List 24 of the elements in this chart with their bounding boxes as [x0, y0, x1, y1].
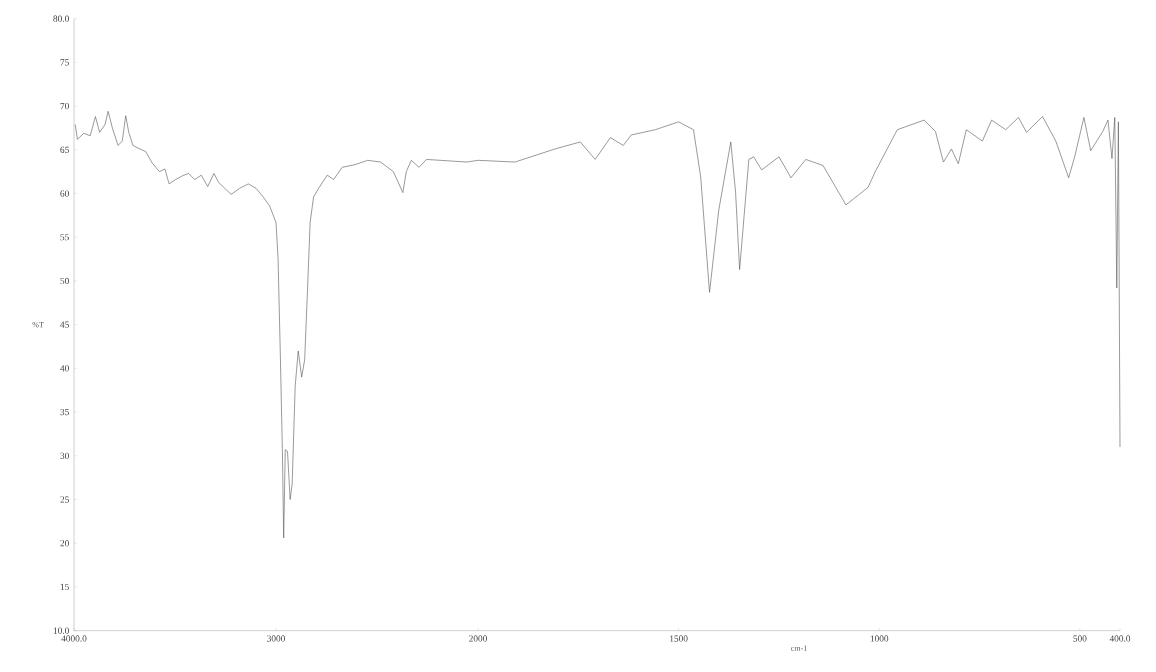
x-tick-label: 500 — [1073, 635, 1087, 642]
y-axis-title: %T — [32, 321, 44, 328]
y-tick-label: 40 — [60, 365, 69, 372]
y-tick-label: 20 — [60, 540, 69, 547]
y-tick-label: 80.0 — [53, 15, 69, 22]
x-tick-label: 2000 — [469, 635, 487, 642]
x-axis-title: cm-1 — [791, 645, 807, 651]
y-tick-label: 55 — [60, 234, 69, 241]
y-tick-label: 45 — [60, 321, 69, 328]
x-tick-label: 400.0 — [1109, 635, 1131, 642]
y-tick-label: 60 — [60, 190, 69, 197]
y-tick-label: 35 — [60, 408, 69, 416]
y-tick-label: 70 — [60, 102, 69, 110]
x-tick-label: 1000 — [870, 635, 889, 642]
y-tick-label: 25 — [60, 496, 69, 503]
x-tick-label: 1500 — [670, 635, 688, 642]
x-tick-label: 4000.0 — [61, 635, 87, 642]
y-tick-label: 65 — [60, 146, 69, 153]
y-tick-label: 15 — [60, 583, 69, 591]
y-tick-label: 10.0 — [53, 627, 69, 634]
y-tick-label: 75 — [60, 59, 69, 66]
y-tick-label: 50 — [60, 277, 69, 285]
x-tick-label: 3000 — [267, 635, 285, 642]
y-tick-label: 30 — [60, 452, 69, 459]
